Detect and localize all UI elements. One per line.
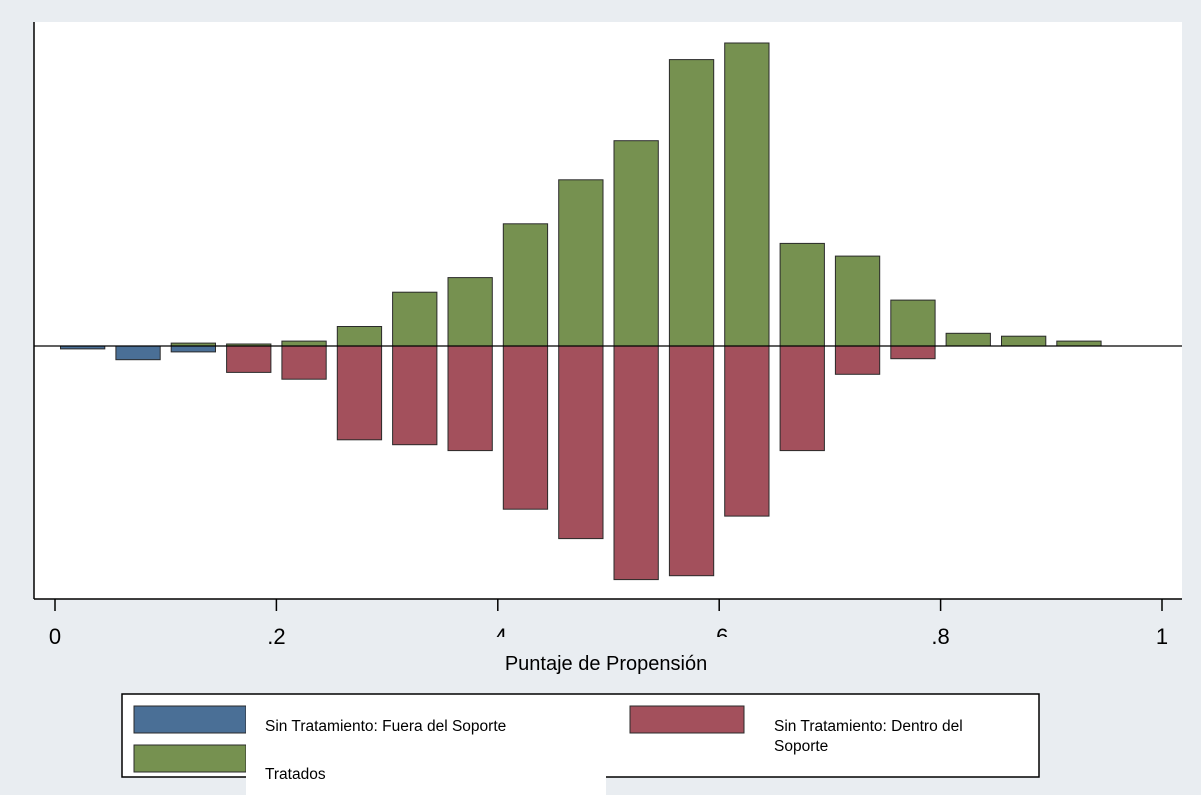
bar-tratados-5 — [447, 277, 493, 347]
bar-sin-tratamiento-dentro-del-soporte-9 — [724, 345, 770, 517]
bar-sin-tratamiento-dentro-del-soporte-3 — [392, 345, 438, 446]
bar-sin-tratamiento-dentro-del-soporte-12 — [890, 345, 936, 360]
legend-swatch-dentro — [629, 705, 745, 734]
bar-tratados-9 — [668, 59, 715, 347]
x-axis-title: Puntaje de Propensión — [505, 653, 707, 675]
bar-tratados-6 — [502, 223, 549, 347]
bars-layer — [60, 42, 1102, 581]
bar-tratados-8 — [613, 140, 659, 347]
x-tick-label-0: 0 — [49, 624, 61, 649]
legend-label-dentro-line1: Sin Tratamiento: Dentro del — [774, 718, 963, 735]
bar-tratados-7 — [558, 179, 604, 347]
legend: Sin Tratamiento: Fuera del Soporte Sin T… — [121, 693, 1040, 798]
bar-sin-tratamiento-dentro-del-soporte-0 — [226, 345, 272, 373]
bar-sin-tratamiento-dentro-del-soporte-6 — [558, 345, 604, 540]
legend-swatch-tratados — [133, 744, 247, 773]
x-tick-label-5: 1 — [1156, 624, 1168, 649]
bar-sin-tratamiento-dentro-del-soporte-4 — [447, 345, 493, 452]
bar-sin-tratamiento-dentro-del-soporte-5 — [502, 345, 549, 510]
legend-label-backdrop — [246, 700, 606, 798]
bar-tratados-12 — [834, 255, 881, 347]
plot-area — [34, 22, 1182, 599]
bar-sin-tratamiento-dentro-del-soporte-2 — [336, 345, 383, 441]
bar-tratados-4 — [392, 291, 438, 347]
bar-tratados-14 — [945, 332, 991, 347]
legend-swatch-fuera — [133, 705, 247, 734]
bar-tratados-11 — [779, 242, 825, 347]
x-tick-label-1: .2 — [267, 624, 285, 649]
x-axis-title-box — [462, 637, 750, 681]
bar-sin-tratamiento-dentro-del-soporte-10 — [779, 345, 825, 452]
bar-tratados-16 — [1056, 340, 1102, 347]
bar-sin-tratamiento-dentro-del-soporte-1 — [281, 345, 327, 380]
bar-tratados-10 — [724, 42, 770, 347]
bar-sin-tratamiento-dentro-del-soporte-8 — [668, 345, 715, 577]
bar-tratados-2 — [281, 340, 327, 347]
bar-tratados-13 — [890, 299, 936, 347]
legend-label-fuera: Sin Tratamiento: Fuera del Soporte — [265, 718, 506, 735]
legend-label-tratados: Tratados — [265, 766, 326, 783]
bar-sin-tratamiento-fuera-del-soporte-1 — [115, 345, 161, 361]
bar-sin-tratamiento-dentro-del-soporte-11 — [834, 345, 881, 375]
bar-sin-tratamiento-dentro-del-soporte-7 — [613, 345, 659, 581]
legend-label-dentro-line2: Soporte — [774, 738, 828, 755]
bar-tratados-3 — [336, 326, 383, 347]
x-tick-label-4: .8 — [931, 624, 949, 649]
bar-sin-tratamiento-fuera-del-soporte-2 — [170, 345, 216, 353]
bar-tratados-15 — [1001, 335, 1047, 347]
